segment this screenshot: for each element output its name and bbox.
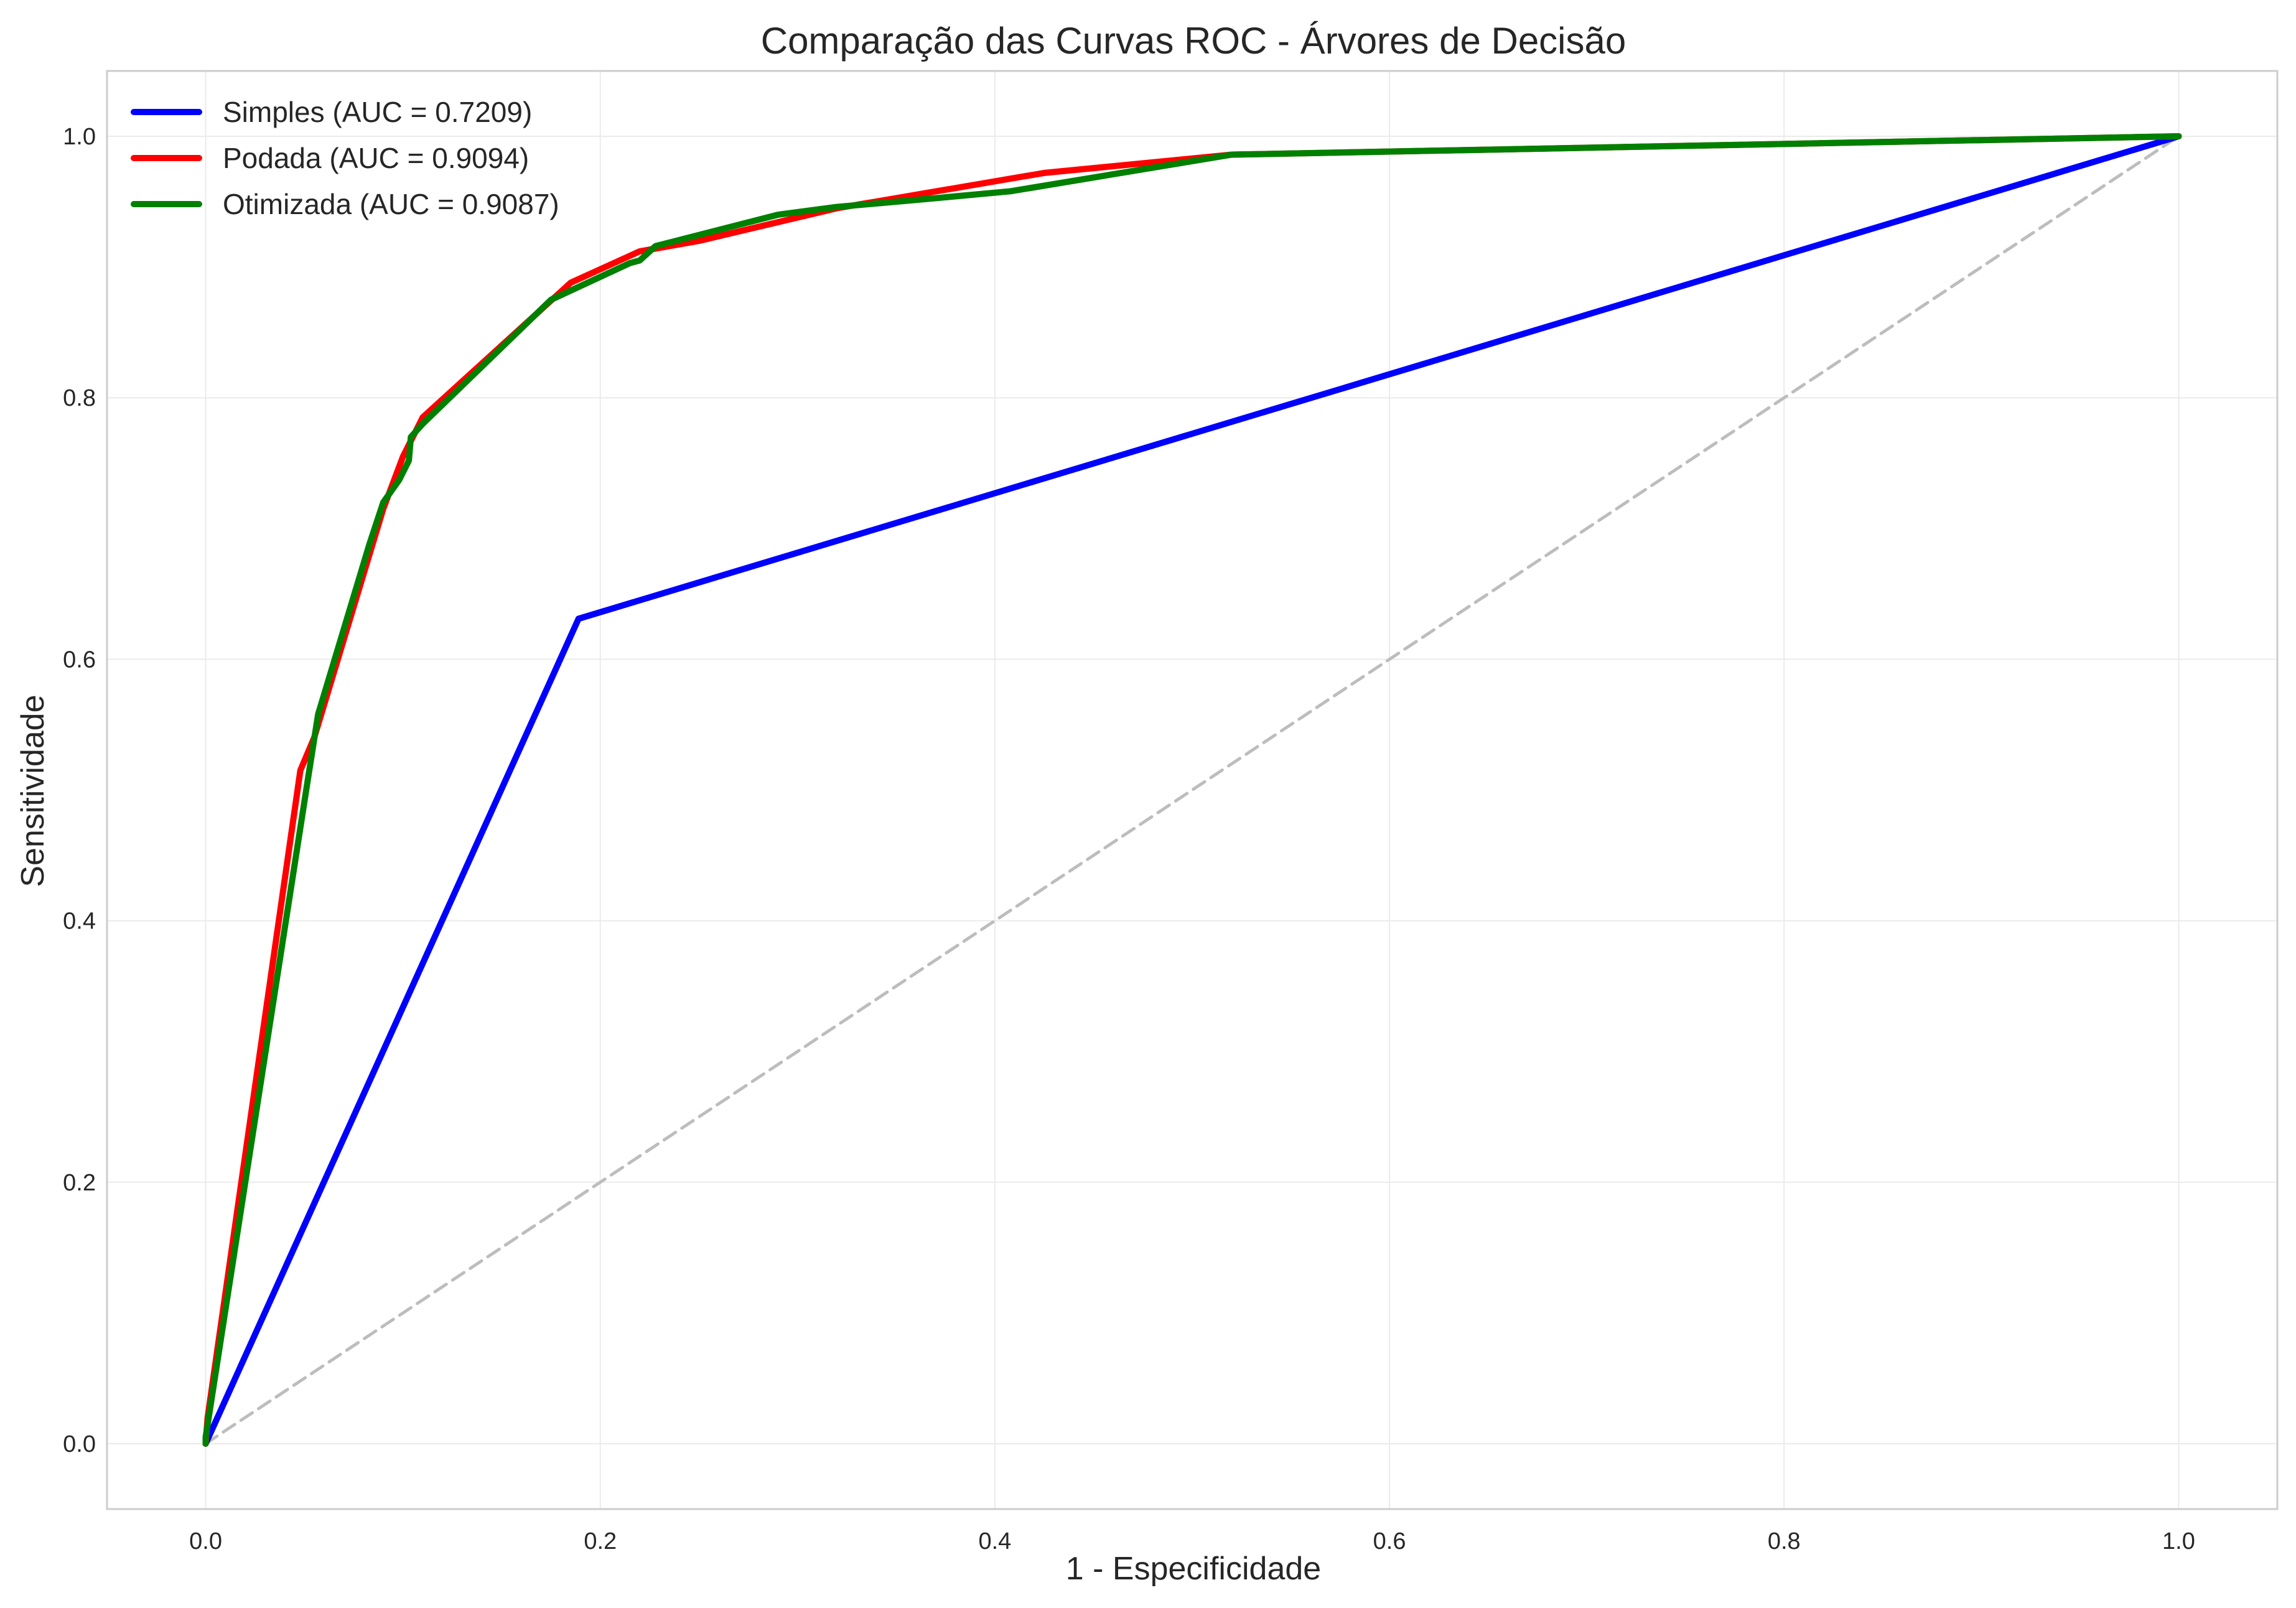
x-tick-label: 0.2 [584,1528,617,1554]
y-tick-label: 1.0 [63,124,96,150]
y-tick-label: 0.0 [63,1431,96,1457]
reference-diagonal-line [204,134,2180,1446]
y-tick-label: 0.4 [63,909,96,935]
y-tick-label: 0.8 [63,385,96,411]
legend-label: Podada (AUC = 0.9094) [223,142,529,174]
x-tick-label: 0.6 [1373,1528,1406,1554]
x-tick-label: 0.4 [978,1528,1011,1554]
x-tick-label: 0.0 [189,1528,222,1554]
grid-layer [107,71,2277,1509]
legend-label: Simples (AUC = 0.7209) [223,96,532,128]
legend: Simples (AUC = 0.7209) Podada (AUC = 0.90… [131,96,559,220]
chart-title: Comparação das Curvas ROC - Árvores de D… [761,20,1626,62]
series-line-simples [202,133,2182,1447]
x-tick-label: 0.8 [1768,1528,1801,1554]
y-tick-label: 0.2 [63,1170,96,1196]
x-tick-label: 1.0 [2162,1528,2195,1554]
legend-label: Otimizada (AUC = 0.9087) [223,188,559,220]
series-line-otimizada [202,133,2182,1447]
series-layer [202,133,2182,1447]
y-tick-label: 0.6 [63,647,96,673]
tick-layer: 0.0 0.2 0.4 0.6 0.8 1.0 0.0 0.2 0.4 0.6 0.8 1.0 [63,124,2195,1554]
y-axis-title: Sensitividade [15,694,51,887]
x-axis-title: 1 - Especificidade [1066,1551,1321,1587]
plot-frame [106,70,2279,1510]
